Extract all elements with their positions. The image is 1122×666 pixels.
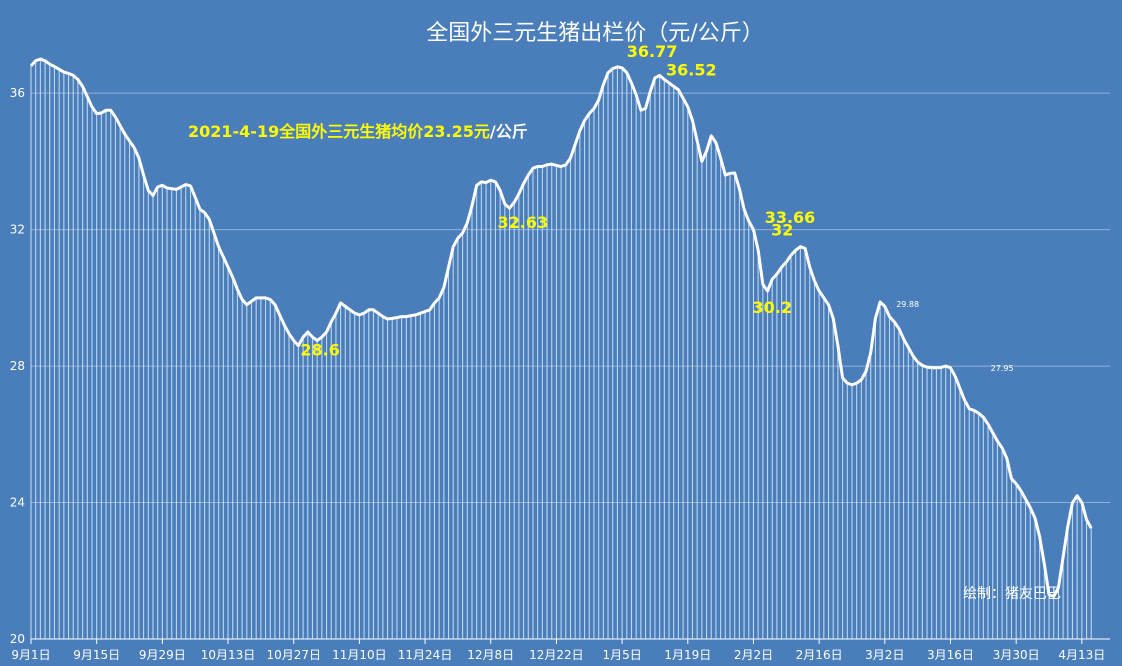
chart-title: 全国外三元生猪出栏价（元/公斤） xyxy=(426,21,763,46)
x-tick-label: 2月2日 xyxy=(734,648,773,662)
data-label: 33.66 xyxy=(765,208,816,227)
data-label: 32.63 xyxy=(498,213,549,232)
data-label: 28.6 xyxy=(300,341,339,360)
data-line-layer xyxy=(29,57,1093,598)
x-tick-label: 2月16日 xyxy=(796,648,843,662)
x-tick-label: 3月2日 xyxy=(865,648,904,662)
subtitle-prefix: 2021-4-19全国外三元生猪均价 xyxy=(188,122,424,141)
x-tick-label: 12月8日 xyxy=(467,648,514,662)
y-tick-label: 32 xyxy=(10,223,25,237)
data-label: 30.2 xyxy=(753,298,792,317)
x-tick-label: 3月30日 xyxy=(993,648,1040,662)
axis-layer: 20 24 28 32 36 9月1日 9月15日 9月29日 10月13日 10月27日 11月1… xyxy=(10,86,1110,662)
x-tick-label: 11月24日 xyxy=(398,648,453,662)
data-bars xyxy=(30,59,1092,639)
x-tick-label: 4月13日 xyxy=(1058,648,1105,662)
credit-text: 绘制：猪友巴巴 xyxy=(963,586,1061,602)
x-tick-label: 1月19日 xyxy=(664,648,711,662)
x-tick-label: 10月27日 xyxy=(266,648,321,662)
x-tick-label: 9月15日 xyxy=(73,648,120,662)
data-label: 36.52 xyxy=(666,60,717,79)
data-label: 36.77 xyxy=(627,42,678,61)
y-tick-label: 28 xyxy=(10,359,25,373)
y-tick-label: 24 xyxy=(10,496,25,510)
x-tick-label: 9月1日 xyxy=(11,648,50,662)
subtitle-unit: /公斤 xyxy=(490,122,528,141)
x-tick-label: 1月5日 xyxy=(602,648,641,662)
x-tick-label: 11月10日 xyxy=(332,648,387,662)
data-line xyxy=(29,57,1093,598)
y-tick-label: 20 xyxy=(10,632,25,646)
chart-subtitle: 2021-4-19全国外三元生猪均价23.25元/公斤 xyxy=(188,122,528,141)
subtitle-value: 23.25元 xyxy=(423,122,490,141)
x-tick-label: 10月13日 xyxy=(201,648,256,662)
x-tick-label: 9月29日 xyxy=(139,648,186,662)
data-label: 29.88 xyxy=(896,300,919,309)
data-label: 32 xyxy=(771,221,793,240)
y-tick-label: 36 xyxy=(10,86,25,100)
x-tick-label: 3月16日 xyxy=(927,648,974,662)
x-tick-label: 12月22日 xyxy=(529,648,584,662)
data-label: 27.95 xyxy=(991,364,1014,373)
